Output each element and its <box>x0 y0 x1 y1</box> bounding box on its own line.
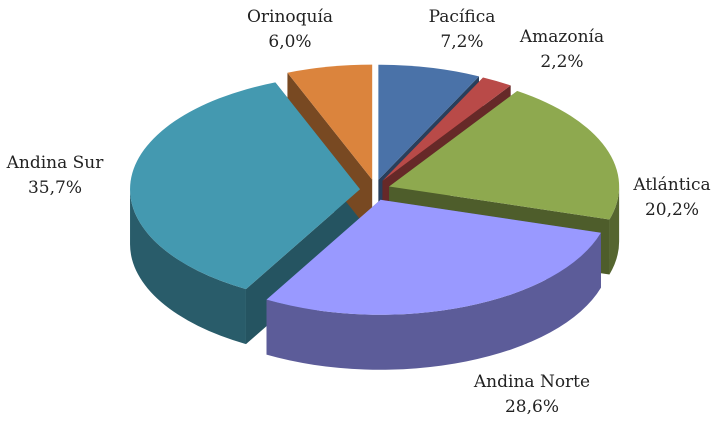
value-label: 20,2% <box>645 200 699 220</box>
data-label: Atlántica 20,2% <box>632 175 710 220</box>
slice <box>389 90 620 220</box>
data-label: Orinoquía 6,0% <box>247 7 333 52</box>
value-label: 28,6% <box>505 397 559 417</box>
tops <box>130 64 620 315</box>
slice <box>266 199 601 315</box>
data-label: Pacífica 7,2% <box>429 7 496 52</box>
slice <box>382 77 511 181</box>
value-label: 6,0% <box>268 32 311 52</box>
slice-wall <box>609 186 620 275</box>
value-label: 7,2% <box>440 32 483 52</box>
value-label: 35,7% <box>28 178 82 198</box>
data-label: Andina Sur 35,7% <box>6 153 105 198</box>
category-label: Orinoquía <box>247 7 333 27</box>
value-label: 2,2% <box>540 52 583 72</box>
data-label: Amazonía 2,2% <box>519 27 604 72</box>
data-label: Andina Norte 28,6% <box>473 372 590 417</box>
category-label: Amazonía <box>519 27 604 47</box>
category-label: Pacífica <box>429 7 496 27</box>
category-label: Andina Norte <box>473 372 590 392</box>
slice <box>130 82 361 290</box>
slice <box>378 64 479 180</box>
slice-wall <box>266 232 601 370</box>
category-label: Andina Sur <box>6 153 105 173</box>
slice-wall <box>130 189 246 345</box>
category-label: Atlántica <box>632 175 710 195</box>
slice <box>287 64 373 180</box>
